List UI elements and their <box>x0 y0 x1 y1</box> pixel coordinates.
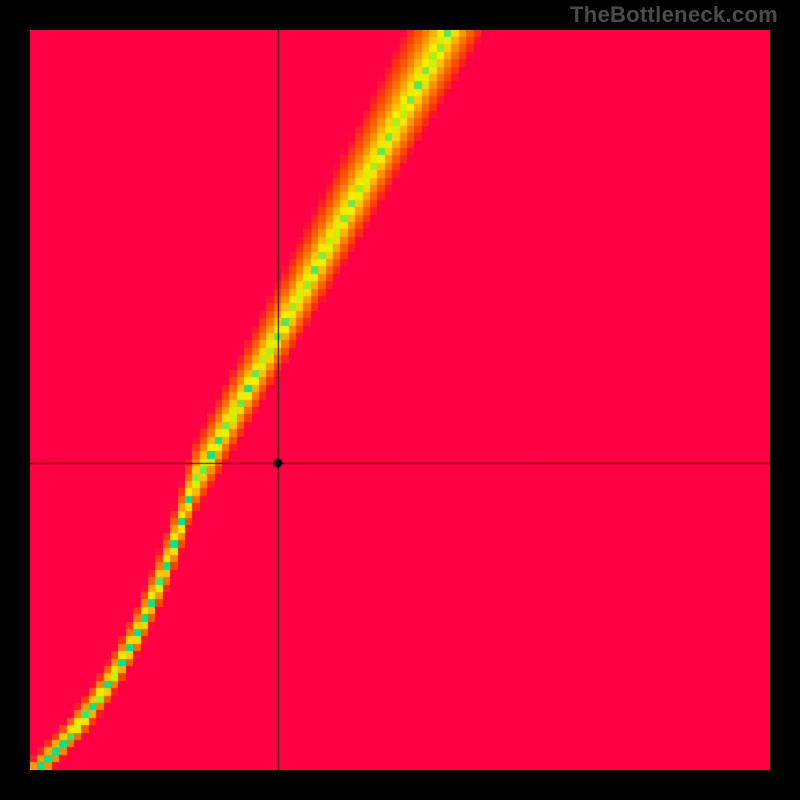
bottleneck-heatmap <box>30 30 770 770</box>
chart-container: TheBottleneck.com <box>0 0 800 800</box>
watermark-text: TheBottleneck.com <box>570 2 778 28</box>
